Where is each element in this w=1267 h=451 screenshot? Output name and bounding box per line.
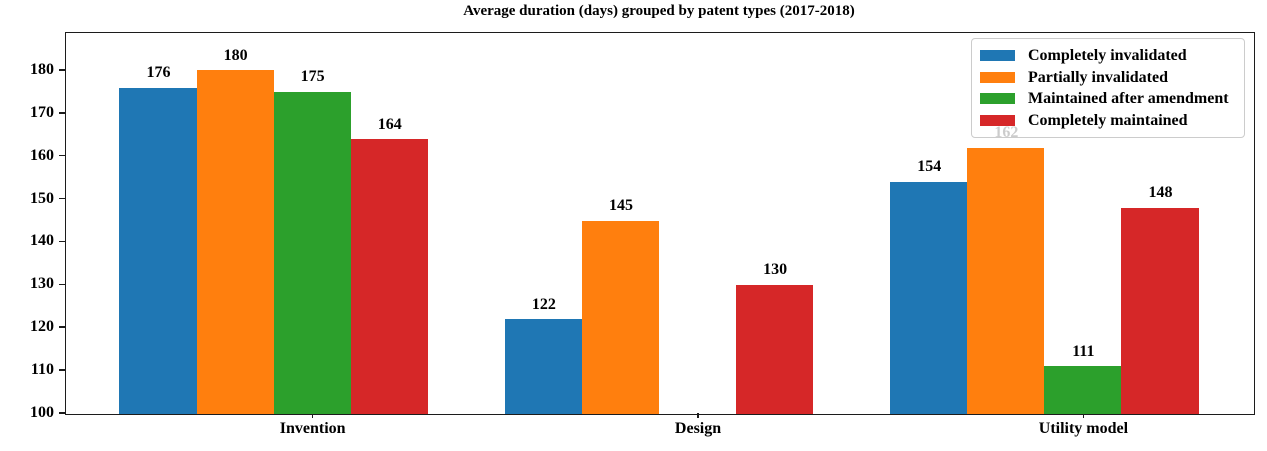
bar-partially-invalidated-utility-model [967, 147, 1045, 414]
y-tick-mark [58, 112, 65, 114]
y-tick-label: 120 [30, 318, 54, 336]
y-tick-label: 180 [30, 60, 54, 78]
x-tick-mark [311, 413, 314, 418]
y-tick-mark [58, 197, 65, 200]
legend-swatch-icon [980, 93, 1015, 105]
bar-completely-invalidated-invention [119, 87, 197, 414]
y-tick-label: 130 [30, 275, 54, 293]
y-tick-mark [58, 412, 65, 414]
y-tick-mark [58, 154, 65, 157]
x-tick-label-design: Design [674, 420, 722, 437]
y-tick-label: 160 [30, 146, 54, 164]
legend-swatch-icon [980, 49, 1015, 61]
legend-label: Partially invalidated [1028, 68, 1168, 86]
legend-label: Completely invalidated [1028, 46, 1187, 64]
bar-value-label: 175 [300, 68, 325, 86]
y-tick-label: 110 [30, 361, 54, 379]
bar-value-label: 122 [531, 295, 556, 313]
x-tick-label-utility-model: Utility model [1038, 420, 1129, 437]
legend-item: Completely invalidated [980, 47, 1240, 64]
bar-value-label: 145 [608, 196, 633, 214]
bar-maintained-after-amendment-utility-model [1044, 366, 1122, 414]
bar-value-label: 180 [223, 46, 248, 64]
legend-swatch-icon [980, 71, 1015, 83]
legend-label: Maintained after amendment [1028, 90, 1229, 108]
bar-completely-maintained-invention [350, 139, 428, 414]
y-tick-label: 170 [30, 103, 54, 121]
y-tick-mark [58, 369, 65, 371]
y-tick-mark [58, 283, 65, 286]
legend: Completely invalidated Partially invalida… [971, 38, 1245, 138]
bar-maintained-after-amendment-invention [273, 91, 351, 414]
bar-value-label: 176 [146, 64, 171, 82]
plot-area [64, 31, 1255, 415]
legend-item: Maintained after amendment [980, 90, 1240, 107]
bar-value-label: 164 [377, 115, 402, 133]
bar-partially-invalidated-design [581, 220, 659, 414]
legend-item: Partially invalidated [980, 69, 1240, 86]
bar-value-label: 154 [917, 158, 942, 176]
x-tick-label-invention: Invention [279, 420, 346, 437]
bar-partially-invalidated-invention [196, 70, 274, 414]
bar-completely-maintained-design [736, 284, 814, 414]
bar-completely-maintained-utility-model [1121, 207, 1199, 414]
bar-value-label: 130 [763, 261, 788, 279]
legend-label: Completely maintained [1028, 112, 1188, 130]
bar-value-label: 148 [1148, 184, 1173, 202]
y-tick-mark [58, 326, 65, 328]
bar-completely-invalidated-utility-model [890, 181, 968, 414]
bar-value-label: 111 [1072, 342, 1095, 360]
y-tick-mark [58, 69, 65, 71]
x-tick-mark [1082, 413, 1085, 418]
legend-swatch-icon [980, 115, 1015, 127]
x-tick-mark [697, 413, 699, 418]
y-tick-mark [58, 240, 65, 243]
y-tick-label: 150 [30, 189, 54, 207]
legend-item: Completely maintained [980, 112, 1240, 129]
bar-completely-invalidated-design [504, 319, 582, 414]
y-tick-label: 100 [30, 404, 54, 421]
chart-title: Average duration (days) grouped by paten… [463, 3, 855, 19]
y-tick-label: 140 [30, 232, 54, 250]
